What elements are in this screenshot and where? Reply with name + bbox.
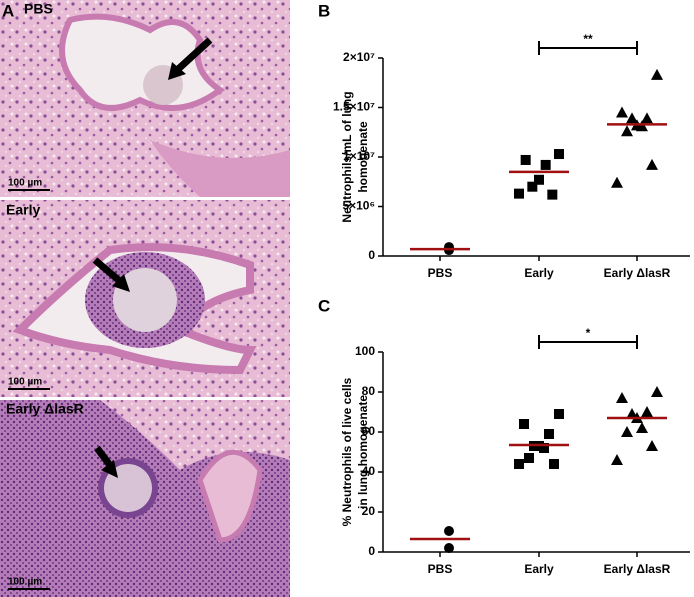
x-tick-label: PBS [428, 562, 453, 576]
significance-label: ** [583, 32, 593, 46]
data-point [646, 440, 658, 451]
y-tick-label: 5×10⁶ [342, 199, 375, 213]
panel-label: B [318, 1, 330, 20]
y-tick-label: 0 [368, 248, 375, 262]
y-axis-label: Neutrophils/mL of lung [340, 91, 354, 222]
histology-image [0, 0, 290, 197]
data-point [636, 422, 648, 433]
data-point [544, 429, 554, 439]
x-tick-label: Early [524, 562, 554, 576]
scale-label: 100 µm [8, 577, 42, 588]
x-tick-label: Early ΔlasR [604, 266, 671, 280]
histology-image [0, 200, 290, 397]
data-point [641, 406, 653, 417]
data-point [444, 242, 454, 253]
data-point [621, 426, 633, 437]
data-point [514, 459, 524, 469]
data-point [651, 68, 663, 80]
data-point [611, 454, 623, 465]
y-tick-label: 100 [355, 344, 375, 358]
data-point [527, 181, 538, 192]
y-tick-label: 2×10⁷ [343, 50, 375, 64]
significance-bracket [538, 335, 638, 349]
data-point [444, 526, 454, 536]
histology-image [0, 400, 290, 597]
data-point [524, 453, 534, 463]
scale-label: 100 µm [8, 377, 42, 388]
y-axis-label: % Neutrophils of live cells [340, 377, 354, 526]
y-tick-label: 80 [362, 384, 376, 398]
y-axis-label: homogenate [356, 121, 370, 193]
y-tick-label: 20 [362, 504, 376, 518]
data-point [636, 120, 648, 132]
data-point [444, 543, 454, 553]
x-tick-label: Early [524, 266, 554, 280]
data-point [540, 159, 551, 170]
y-tick-label: 40 [362, 464, 376, 478]
data-point [646, 158, 658, 170]
data-point [514, 188, 524, 199]
data-point [539, 443, 549, 453]
data-point [651, 386, 663, 397]
data-point [549, 459, 559, 469]
data-point [626, 112, 638, 124]
x-tick-label: Early ΔlasR [604, 562, 671, 576]
data-point [616, 392, 628, 403]
data-point [554, 409, 564, 419]
y-tick-label: 1×10⁷ [343, 149, 375, 163]
x-tick-label: PBS [428, 266, 453, 280]
y-tick-label: 1.5×10⁷ [333, 100, 375, 114]
image-label: PBS [24, 1, 53, 17]
y-tick-label: 0 [368, 544, 375, 558]
y-tick-label: 60 [362, 424, 376, 438]
panel-label: C [318, 296, 330, 315]
data-point [641, 112, 653, 124]
data-point [616, 106, 628, 118]
significance-label: * [586, 326, 591, 340]
image-label: Early [6, 202, 40, 218]
significance-bracket [538, 41, 638, 55]
image-label: Early ΔlasR [6, 401, 84, 417]
scale-label: 100 µm [8, 178, 42, 189]
data-point [621, 125, 633, 137]
data-point [547, 189, 558, 200]
y-axis-label: in lung homogenate [356, 395, 370, 509]
data-point [554, 149, 564, 160]
data-point [534, 174, 544, 185]
data-point [520, 154, 531, 165]
data-point [519, 419, 529, 429]
panel-label: A [2, 1, 14, 20]
data-point [611, 176, 623, 188]
